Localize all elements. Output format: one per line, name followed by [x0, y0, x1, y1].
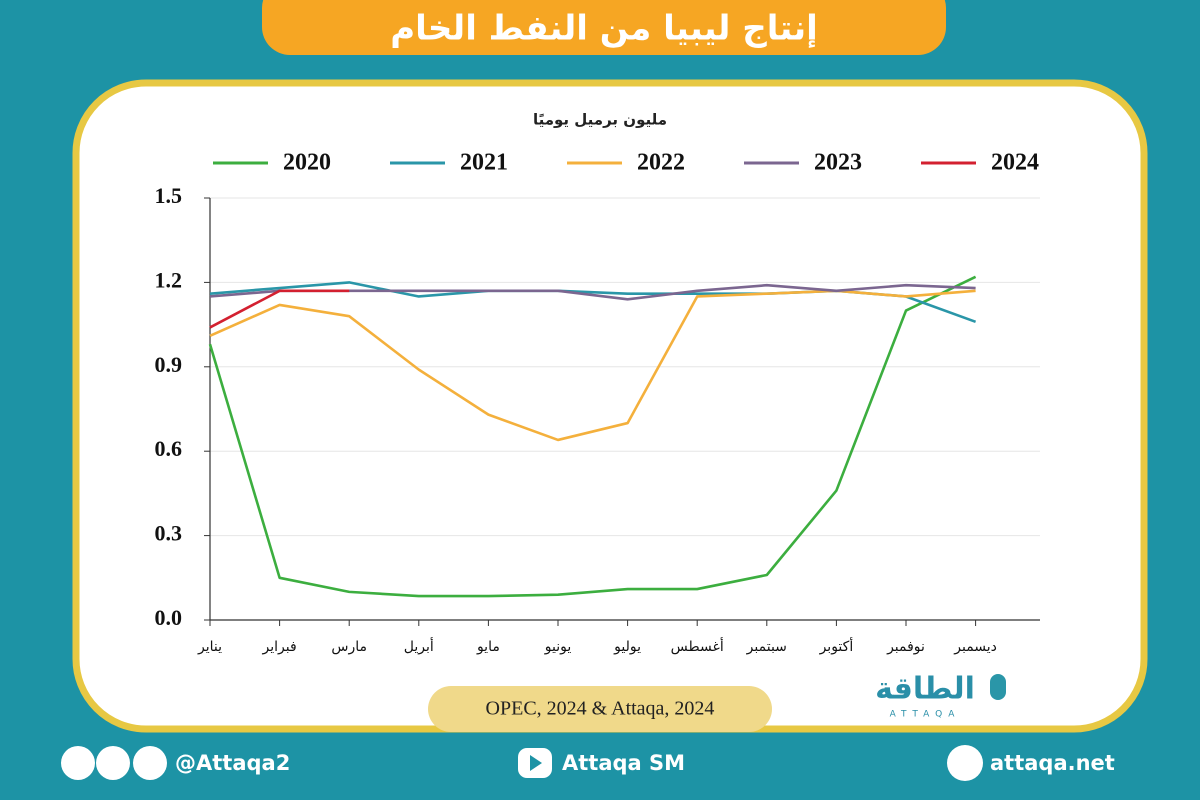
legend-label: 2023 — [814, 150, 862, 176]
x-tick-label: أكتوبر — [819, 637, 854, 655]
x-tick-label: مارس — [331, 639, 367, 655]
y-tick-label: 0.3 — [155, 521, 183, 546]
source: OPEC, 2024 & Attaqa, 2024 — [486, 698, 715, 720]
logo-latin: ATTAQA — [890, 710, 961, 720]
x-tick-label: فبراير — [262, 639, 297, 655]
x-tick-label: أغسطس — [671, 637, 724, 655]
legend-label: 2020 — [283, 150, 331, 176]
series-line — [209, 289, 976, 442]
series-line — [208, 275, 977, 598]
logo-name: الطاقة — [875, 672, 975, 707]
y-axis-unit: مليون برميل يوميًا — [533, 111, 667, 129]
website: attaqa.net — [990, 751, 1115, 775]
x-tick-label: يونيو — [544, 639, 572, 655]
x-tick-label: يوليو — [613, 639, 641, 655]
plot: 0.0 0.3 0.6 0.9 1.2 1.5 يناير فبراير مارس أبريل ما… — [155, 150, 1040, 655]
social-handle: @Attaqa2 — [175, 751, 290, 775]
x-icon — [61, 746, 95, 780]
social-icons — [61, 745, 983, 781]
x-tick-label: أبريل — [404, 637, 434, 655]
logo-drop — [990, 674, 1006, 700]
legend-label: 2024 — [991, 150, 1039, 176]
x-tick-label: ديسمبر — [953, 639, 997, 655]
series-line — [209, 289, 350, 329]
legend-label: 2021 — [460, 150, 508, 176]
facebook-icon — [133, 746, 167, 780]
x-tick-label: يناير — [197, 639, 222, 655]
youtube-channel: Attaqa SM — [562, 751, 685, 775]
youtube-play — [530, 755, 542, 771]
y-tick-label: 0.0 — [155, 605, 183, 630]
title: إنتاج ليبيا من النفط الخام — [390, 9, 818, 49]
y-tick-label: 0.9 — [155, 352, 183, 377]
y-tick-label: 1.2 — [155, 267, 183, 292]
source-pill — [428, 686, 772, 732]
x-tick-label: مايو — [476, 639, 500, 655]
y-tick-label: 0.6 — [155, 436, 183, 461]
instagram-icon — [96, 746, 130, 780]
legend-label: 2022 — [637, 150, 685, 176]
chart-panel — [72, 79, 1148, 733]
globe-icon — [947, 745, 983, 781]
y-tick-label: 1.5 — [155, 183, 183, 208]
x-tick-label: سبتمبر — [746, 639, 787, 655]
x-tick-label: نوفمبر — [886, 639, 925, 655]
title-banner — [262, 0, 946, 55]
